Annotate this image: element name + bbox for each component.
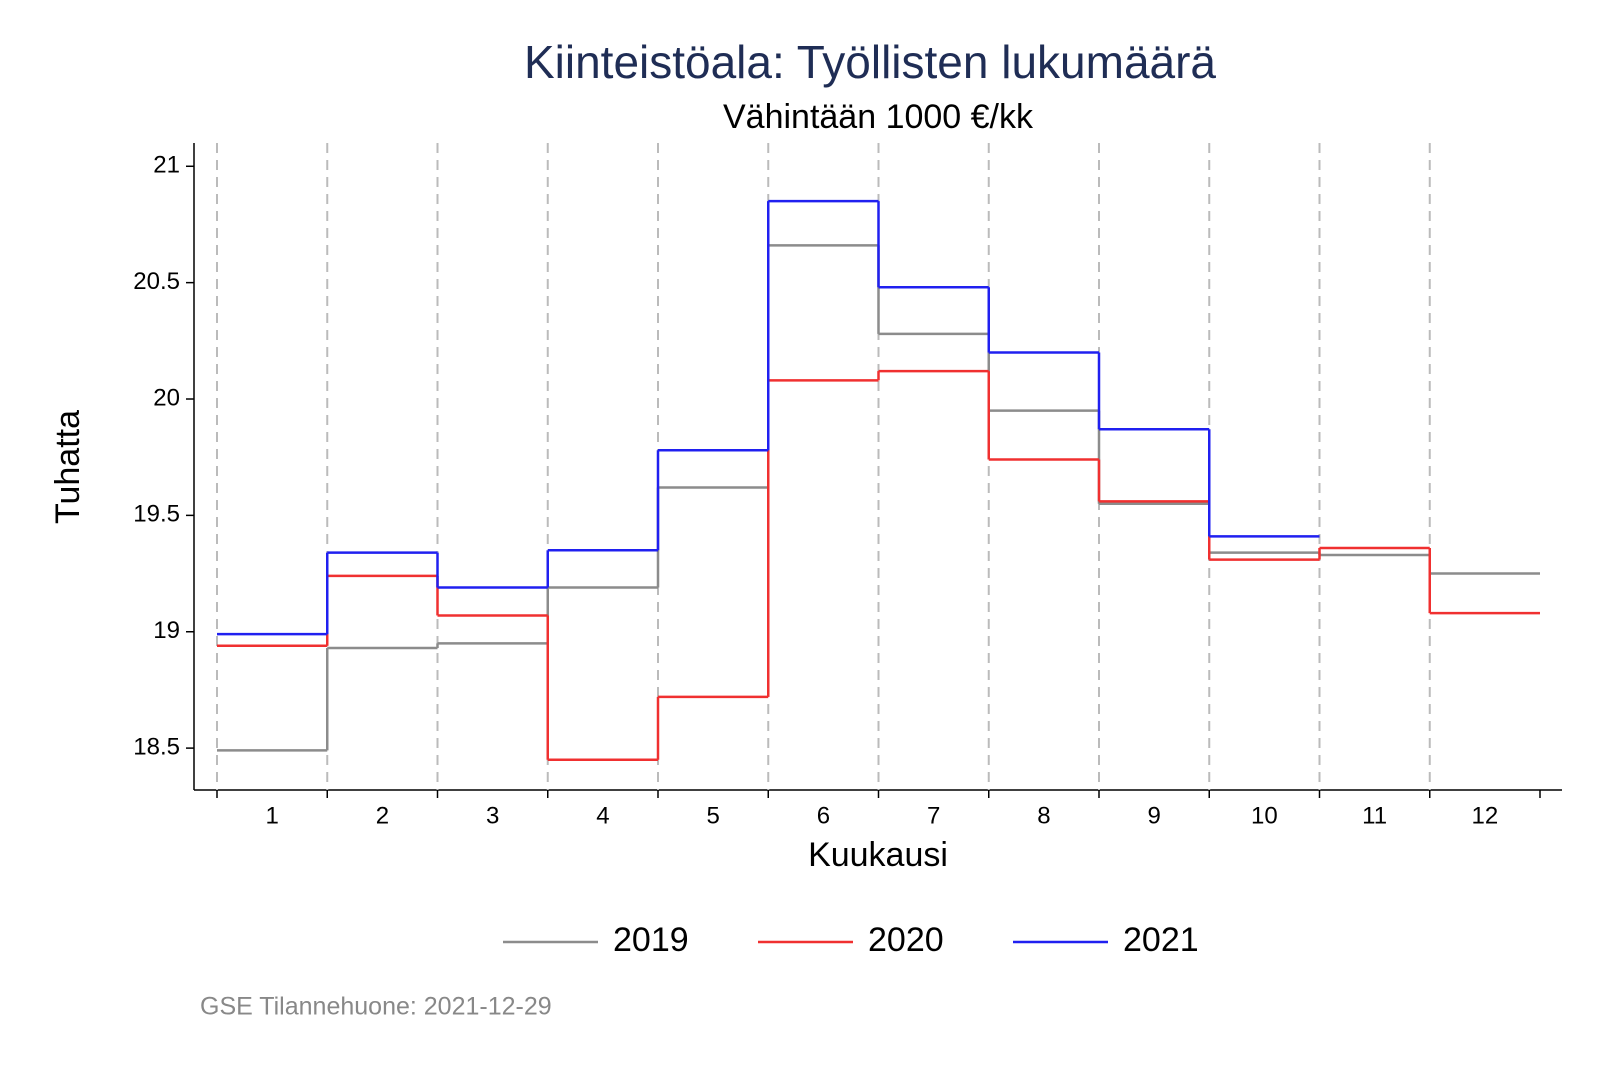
x-tick-label: 12 bbox=[1472, 802, 1499, 829]
y-tick-label: 19.5 bbox=[133, 501, 180, 528]
y-axis-title: Tuhatta bbox=[49, 410, 87, 524]
x-tick-label: 11 bbox=[1362, 802, 1387, 829]
x-axis-title: Kuukausi bbox=[808, 836, 948, 874]
legend-label: 2021 bbox=[1123, 921, 1199, 959]
y-tick-label: 18.5 bbox=[133, 733, 180, 760]
x-tick-label: 5 bbox=[706, 802, 719, 829]
x-tick-label: 7 bbox=[927, 802, 940, 829]
x-tick-label: 8 bbox=[1037, 802, 1050, 829]
x-tick-label: 2 bbox=[376, 802, 389, 829]
chart-subtitle: Vähintään 1000 €/kk bbox=[723, 98, 1034, 136]
x-tick-label: 1 bbox=[265, 802, 278, 829]
x-tick-label: 9 bbox=[1147, 802, 1160, 829]
y-tick-label: 20 bbox=[153, 384, 180, 411]
x-tick-label: 4 bbox=[596, 802, 609, 829]
y-tick-label: 21 bbox=[153, 152, 180, 179]
y-tick-label: 20.5 bbox=[133, 268, 180, 295]
legend-label: 2019 bbox=[613, 921, 689, 959]
x-tick-label: 3 bbox=[486, 802, 499, 829]
footnote: GSE Tilannehuone: 2021-12-29 bbox=[200, 993, 552, 1021]
x-tick-label: 10 bbox=[1251, 802, 1278, 829]
x-tick-label: 6 bbox=[817, 802, 830, 829]
legend-label: 2020 bbox=[868, 921, 944, 959]
chart-title: Kiinteistöala: Työllisten lukumäärä bbox=[524, 36, 1216, 88]
y-tick-label: 19 bbox=[153, 617, 180, 644]
